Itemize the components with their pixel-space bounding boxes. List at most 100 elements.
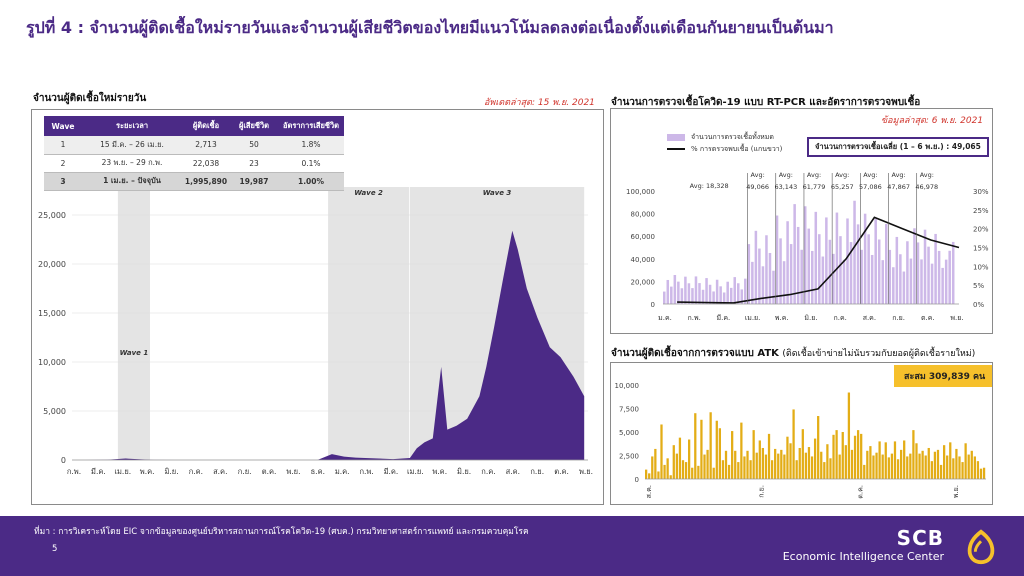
pcr-bar <box>761 266 765 304</box>
left-chart-updated: อัพเดตล่าสุด: 15 พ.ย. 2021 <box>484 98 595 108</box>
atk-bar <box>798 447 801 479</box>
avg-label: Avg: <box>920 171 934 179</box>
y2-tick-label: 0% <box>973 301 984 309</box>
pcr-bar <box>867 234 870 304</box>
atk-bar <box>780 449 783 479</box>
table-cell: 1 <box>44 136 82 155</box>
y-tick-label: 15,000 <box>38 309 66 318</box>
pcr-chart-panel: ข้อมูลล่าสุด: 6 พ.ย. 2021 0 20,000 40,000 6… <box>610 108 993 334</box>
pcr-bar <box>803 206 807 304</box>
left-chart-label: จำนวนผู้ติดเชื้อใหม่รายวัน <box>33 93 147 104</box>
atk-bar <box>740 422 743 479</box>
wave-table-header: อัตราการเสียชีวิต <box>278 116 344 136</box>
atk-bar <box>869 446 872 479</box>
pcr-bar <box>796 226 800 304</box>
atk-bar <box>672 445 675 479</box>
pcr-bar <box>786 221 789 304</box>
pcr-bar <box>913 228 916 304</box>
scb-logo-icon <box>967 529 995 565</box>
y-tick-label: 5,000 <box>43 407 66 416</box>
atk-bar <box>709 412 712 479</box>
x-tick-label: มิ.ย. <box>164 467 178 476</box>
x-tick-label: ก.พ. <box>359 467 373 476</box>
atk-bar <box>866 450 869 479</box>
page-title: รูปที่ 4 : จำนวนผู้ติดเชื้อใหม่รายวันและ… <box>26 16 1016 41</box>
pcr-bar <box>821 256 825 304</box>
avg-label: Avg: <box>863 171 877 179</box>
atk-bar <box>958 456 961 479</box>
pcr-bar <box>934 233 937 304</box>
x-tick-label: เม.ย. <box>114 467 131 476</box>
pcr-average-box: จำนวนการตรวจเชื้อเฉลี่ย (1 – 6 พ.ย.) : 4… <box>807 137 989 157</box>
x-tick-label: พ.ย. <box>286 467 300 476</box>
pcr-bar <box>920 259 923 304</box>
y-tick-label: 0 <box>651 301 655 309</box>
x-tick-label: พ.ย. <box>952 485 960 498</box>
pcr-bar <box>930 263 934 304</box>
atk-bar <box>915 443 918 479</box>
atk-bar <box>777 453 780 479</box>
atk-bar <box>758 440 761 479</box>
pcr-bar <box>849 242 853 304</box>
avg-label: Avg: <box>807 171 821 179</box>
daily-cases-chart-panel: Wave 1 Wave 2 Wave 3 0 5,000 10,000 15,000 20,0… <box>31 109 604 505</box>
pcr-bar <box>811 250 814 304</box>
atk-bar <box>979 468 983 479</box>
pcr-bar <box>941 267 944 304</box>
pcr-bar <box>705 278 708 304</box>
y-tick-label: 100,000 <box>626 188 655 196</box>
atk-bar <box>875 452 878 479</box>
pcr-bar <box>701 289 705 304</box>
pcr-bar <box>874 218 877 304</box>
pcr-bar <box>747 244 751 304</box>
atk-bar <box>801 429 804 479</box>
y-tick-label: 7,500 <box>619 406 639 414</box>
atk-bar <box>786 436 789 479</box>
y-tick-label: 20,000 <box>38 260 66 269</box>
avg-label: Avg: <box>892 171 906 179</box>
atk-bar <box>789 443 792 479</box>
x-tick-label: ก.ย. <box>530 467 544 476</box>
pcr-bar <box>948 250 951 304</box>
pcr-bar <box>684 276 687 304</box>
pcr-bar <box>814 211 818 304</box>
atk-bar <box>813 438 817 479</box>
pcr-bar <box>775 215 779 304</box>
pcr-bar <box>779 238 782 304</box>
brand-name: SCB <box>896 526 944 550</box>
table-row: 1 15 มี.ค. – 26 เม.ย. 2,713 50 1.8% <box>44 136 344 155</box>
title-prefix: รูปที่ 4 : <box>26 18 84 37</box>
pcr-bar <box>906 241 909 304</box>
atk-bar <box>955 448 958 479</box>
pcr-bar <box>899 254 902 304</box>
atk-bar <box>817 416 820 479</box>
x-tick-label: พ.ย. <box>579 467 593 476</box>
atk-bar <box>927 447 930 479</box>
x-tick-label: ส.ค. <box>213 467 227 476</box>
atk-bar <box>743 456 746 479</box>
x-tick-label: ต.ค. <box>554 467 569 476</box>
atk-bar <box>893 441 897 479</box>
avg-label: Avg: <box>835 171 849 179</box>
pcr-bar <box>888 249 892 304</box>
pcr-bar <box>881 260 884 304</box>
x-tick-label: ก.พ. <box>67 467 81 476</box>
atk-bar <box>734 450 737 479</box>
table-cell: 22,038 <box>182 154 230 173</box>
pcr-bar <box>740 289 744 304</box>
atk-bar <box>792 409 795 479</box>
y2-tick-label: 20% <box>973 226 989 234</box>
atk-bar <box>832 434 835 479</box>
wave-table-header: ระยะเวลา <box>82 116 182 136</box>
atk-bar <box>881 454 884 479</box>
y-tick-label: 25,000 <box>38 211 66 220</box>
wave-table-header: ผู้ติดเชื้อ <box>182 116 230 136</box>
atk-bar <box>810 456 814 479</box>
wave-label: Wave 1 <box>120 349 149 357</box>
atk-chart: 0 2,500 5,000 7,500 10,000 ส.ค. ก.ย. ต.ค. พ.ย. <box>615 382 986 499</box>
x-tick-label: มี.ค. <box>717 314 731 322</box>
pcr-bar <box>832 253 835 304</box>
table-cell: 0.1% <box>278 154 344 173</box>
atk-bar <box>970 450 973 479</box>
pcr-bar <box>744 278 747 304</box>
